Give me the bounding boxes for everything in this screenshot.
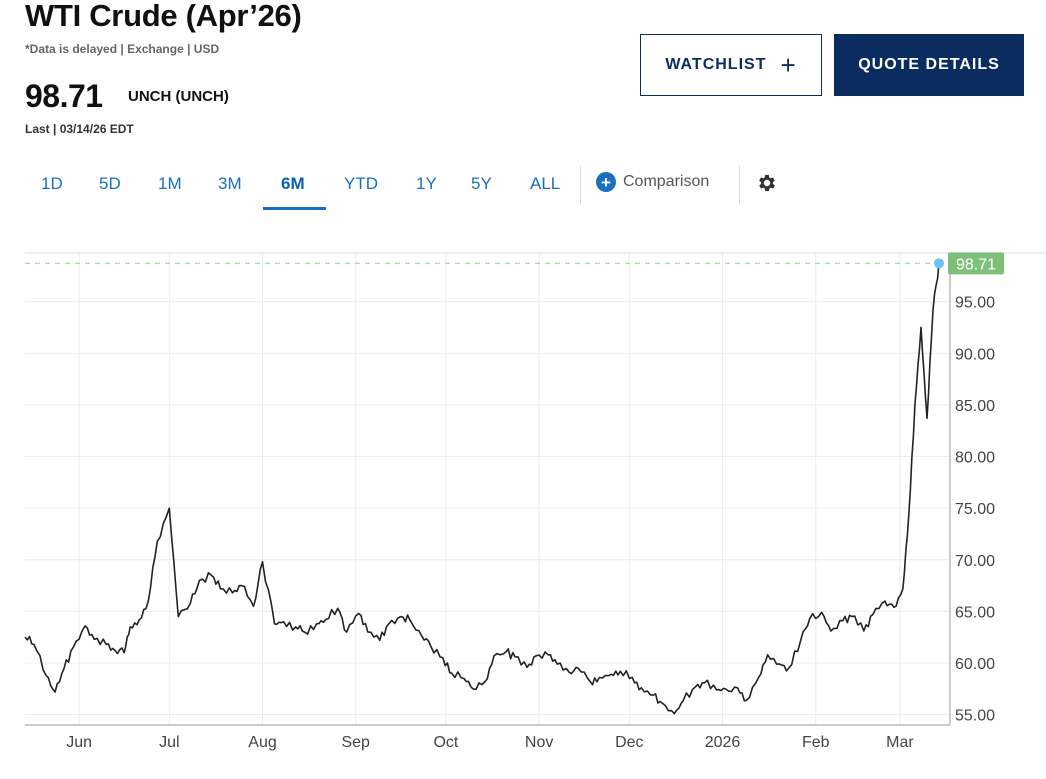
comparison-button[interactable]: + Comparison bbox=[596, 172, 709, 192]
divider bbox=[739, 166, 740, 204]
chart-svg: 55.00 60.00 65.00 70.00 75.00 80.00 85.00 90.00… bbox=[24, 252, 1046, 751]
x-tick-label: Feb bbox=[802, 734, 830, 751]
x-tick-label: Nov bbox=[525, 734, 553, 751]
last-price: 98.71 bbox=[25, 78, 103, 114]
y-tick-label: 55.00 bbox=[955, 708, 995, 725]
last-update: Last | 03/14/26 EDT bbox=[25, 122, 134, 136]
y-tick-label: 85.00 bbox=[955, 398, 995, 415]
x-tick-label: Jul bbox=[159, 734, 179, 751]
quote-details-button[interactable]: QUOTE DETAILS bbox=[834, 34, 1024, 96]
comparison-label: Comparison bbox=[623, 173, 710, 190]
y-tick-label: 90.00 bbox=[955, 346, 995, 363]
last-price-marker bbox=[934, 258, 944, 269]
last-price-badge-label: 98.71 bbox=[956, 256, 996, 273]
x-tick-label: Sep bbox=[341, 734, 370, 751]
data-disclaimer: *Data is delayed | Exchange | USD bbox=[25, 42, 220, 56]
x-tick-label: 2026 bbox=[705, 734, 741, 751]
y-tick-label: 95.00 bbox=[955, 295, 995, 312]
tab-1y[interactable]: 1Y bbox=[416, 174, 437, 193]
x-tick-label: Jun bbox=[66, 734, 92, 751]
page-title: WTI Crude (Apr’26) bbox=[25, 0, 302, 33]
tab-5d[interactable]: 5D bbox=[99, 174, 121, 193]
divider bbox=[580, 166, 581, 204]
price-line bbox=[24, 263, 940, 715]
tab-6m[interactable]: 6M bbox=[281, 174, 305, 193]
plus-icon: + bbox=[780, 50, 797, 80]
watchlist-label: WATCHLIST bbox=[665, 56, 767, 73]
price-chart: 55.00 60.00 65.00 70.00 75.00 80.00 85.00 90.00… bbox=[0, 250, 1046, 774]
last-price-badge bbox=[948, 252, 1004, 275]
y-tick-label: 75.00 bbox=[955, 501, 995, 518]
tab-1d[interactable]: 1D bbox=[41, 174, 63, 193]
tab-3m[interactable]: 3M bbox=[218, 174, 242, 193]
x-tick-label: Oct bbox=[433, 734, 458, 751]
y-tick-label: 70.00 bbox=[955, 553, 995, 570]
plus-circle-icon: + bbox=[596, 172, 616, 192]
tab-ytd[interactable]: YTD bbox=[344, 174, 378, 193]
watchlist-button[interactable]: WATCHLIST + bbox=[640, 34, 822, 96]
x-tick-label: Aug bbox=[248, 734, 276, 751]
tab-1m[interactable]: 1M bbox=[158, 174, 182, 193]
gear-icon[interactable] bbox=[756, 172, 778, 194]
active-tab-indicator bbox=[263, 207, 326, 210]
tab-5y[interactable]: 5Y bbox=[471, 174, 492, 193]
x-tick-label: Mar bbox=[886, 734, 914, 751]
range-tabs: 1D 5D 1M 3M 6M YTD 1Y 5Y ALL + Compariso… bbox=[25, 160, 825, 212]
y-tick-label: 65.00 bbox=[955, 604, 995, 621]
tab-all[interactable]: ALL bbox=[530, 174, 561, 193]
price-change: UNCH (UNCH) bbox=[128, 88, 229, 105]
quote-details-label: QUOTE DETAILS bbox=[858, 56, 1000, 73]
x-tick-label: Dec bbox=[615, 734, 643, 751]
y-tick-label: 60.00 bbox=[955, 656, 995, 673]
y-tick-label: 80.00 bbox=[955, 450, 995, 467]
